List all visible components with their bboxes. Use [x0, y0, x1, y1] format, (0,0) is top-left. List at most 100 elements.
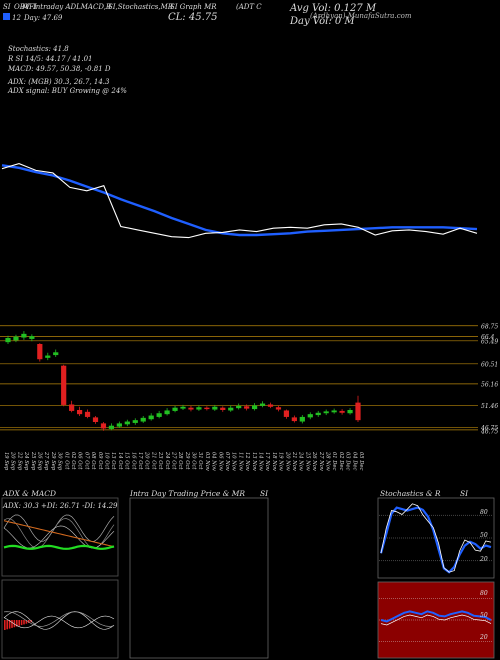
macd-hist-7 [20, 620, 23, 626]
price-level-lines [0, 325, 478, 431]
date-label-47: 27 Nov [318, 451, 324, 471]
adx-gray-2 [3, 518, 115, 549]
candle-body-3 [29, 336, 35, 339]
candle-body-8 [69, 404, 75, 411]
date-label-44: 24 Nov [298, 451, 304, 471]
legend-blue-square [3, 13, 10, 20]
candle-body-18 [148, 415, 154, 420]
candle-body-32 [259, 403, 266, 406]
date-label-42: 20 Nov [284, 451, 290, 471]
date-label-53: 05 Dec [358, 452, 364, 470]
macd-hist-6 [18, 620, 20, 626]
price-axis-label-1: 66.4 [481, 334, 495, 341]
candle-body-1 [13, 336, 19, 341]
stochastic-panel-si: SI [460, 489, 469, 498]
candle-body-34 [275, 407, 282, 410]
date-label-1: 20 Sep [10, 451, 16, 471]
date-label-40: 18 Nov [271, 452, 277, 471]
intraday-panel-si: SI [260, 489, 269, 498]
date-label-24: 24 Oct [164, 451, 170, 470]
date-label-4: 25 Sep [30, 451, 36, 471]
adx-gray-1 [3, 514, 115, 542]
header-line1-a: SI [3, 3, 11, 11]
candle-body-38 [307, 414, 313, 418]
date-label-2: 22 Sep [16, 451, 22, 471]
macd-panel-lines [3, 611, 115, 630]
price-axis-label-0: 68.75 [481, 323, 498, 330]
intraday-panel-title: Intra Day Trading Price & MR [130, 489, 246, 498]
candle-body-28 [228, 407, 234, 411]
date-label-11: 06 Oct [77, 452, 83, 470]
ma-line-1 [1, 163, 478, 239]
candle-body-19 [156, 413, 162, 417]
candle-body-7 [61, 365, 67, 405]
header-line1-e: SI,Stochastics,MR [108, 3, 174, 11]
adx-signal: ADX signal: BUY Growing @ 24% [8, 87, 127, 95]
date-label-18: 15 Oct [124, 452, 130, 470]
date-label-32: 06 Nov [217, 452, 223, 471]
date-axis-labels: 19 Sep 20 Sep 22 Sep 24 Sep 25 Sep 26 Sep 27 S… [3, 451, 364, 471]
candle-body-12 [100, 423, 107, 429]
candle-body-21 [172, 407, 178, 411]
stochastic-panel-frame [377, 497, 495, 579]
company-note: (Ardhyan) MunafaSutra.com [310, 12, 412, 20]
candle-body-6 [53, 352, 59, 356]
date-label-8: 30 Sep [57, 452, 63, 471]
stoch-white [380, 503, 492, 573]
mr-blue [380, 610, 492, 623]
date-label-7: 29 Sep [50, 451, 56, 471]
price-axis-label-7: 46.75 [480, 429, 498, 436]
mr-tick-50: 50 [480, 612, 488, 619]
date-label-52: 04 Dec [351, 452, 357, 470]
date-label-48: 28 Nov [325, 451, 331, 471]
date-label-6: 27 Sep [43, 451, 49, 471]
date-label-43: 21 Nov [291, 451, 297, 471]
date-label-3: 24 Sep [23, 451, 29, 471]
date-label-35: 11 Nov [237, 452, 243, 471]
candle-body-4 [37, 344, 43, 360]
candle-body-40 [323, 411, 329, 414]
candle-body-14 [116, 423, 122, 427]
date-label-36: 12 Nov [244, 452, 250, 471]
stoch-blue [379, 506, 492, 574]
macd-hist-10 [28, 620, 30, 623]
avg-vol: Avg Vol: 0.127 M [290, 3, 377, 14]
stochastics-line: Stochastics: 41.8 [8, 45, 69, 53]
mr-tick-20: 20 [480, 634, 488, 641]
header-line1-f: SI Graph MR [170, 3, 217, 11]
date-label-19: 16 Oct [130, 452, 136, 470]
macd-hist-11 [30, 620, 32, 623]
price-axis-label-5: 51.46 [481, 403, 498, 410]
date-label-38: 14 Nov [258, 452, 264, 471]
date-label-17: 14 Oct [117, 452, 123, 470]
price-axis-label-3: 60.51 [481, 361, 498, 368]
stoch-tick-50: 50 [480, 532, 488, 539]
stochastic-panel-lines [379, 503, 493, 574]
date-label-25: 27 Oct [170, 451, 176, 470]
candle-body-20 [164, 410, 170, 415]
price-axis-label-4: 56.16 [481, 381, 498, 388]
candle-body-31 [251, 405, 258, 410]
adx-green [3, 544, 115, 550]
ma-line-0 [1, 164, 478, 237]
date-label-10: 02 Oct [70, 452, 76, 470]
candle-body-26 [212, 406, 218, 410]
date-label-12: 07 Oct [83, 452, 89, 470]
candle-body-39 [315, 412, 321, 416]
date-label-13: 08 Oct [90, 452, 96, 470]
si-line: R SI 14/5: 44.17 / 41.01 [8, 55, 93, 63]
adx-panel-values: ADX: 30.3 +DI: 26.71 -DI: 14.29 [3, 502, 118, 510]
header-line1-b: OBV [14, 3, 30, 11]
adx-line: ADX: (MGB) 30.3, 26.7, 14.3 [8, 78, 110, 86]
candle-body-17 [140, 417, 146, 422]
macd-hist-4 [13, 620, 16, 628]
candle-body-13 [108, 425, 115, 429]
day-price: Day: 47.69 [24, 14, 63, 22]
candle-body-23 [188, 407, 194, 410]
candle-body-44 [355, 402, 361, 421]
date-label-46: 26 Nov [311, 451, 317, 471]
price-axis-label-2: 65.49 [481, 338, 498, 345]
date-label-5: 26 Sep [36, 451, 42, 471]
date-label-49: 01 Dec [331, 452, 337, 470]
